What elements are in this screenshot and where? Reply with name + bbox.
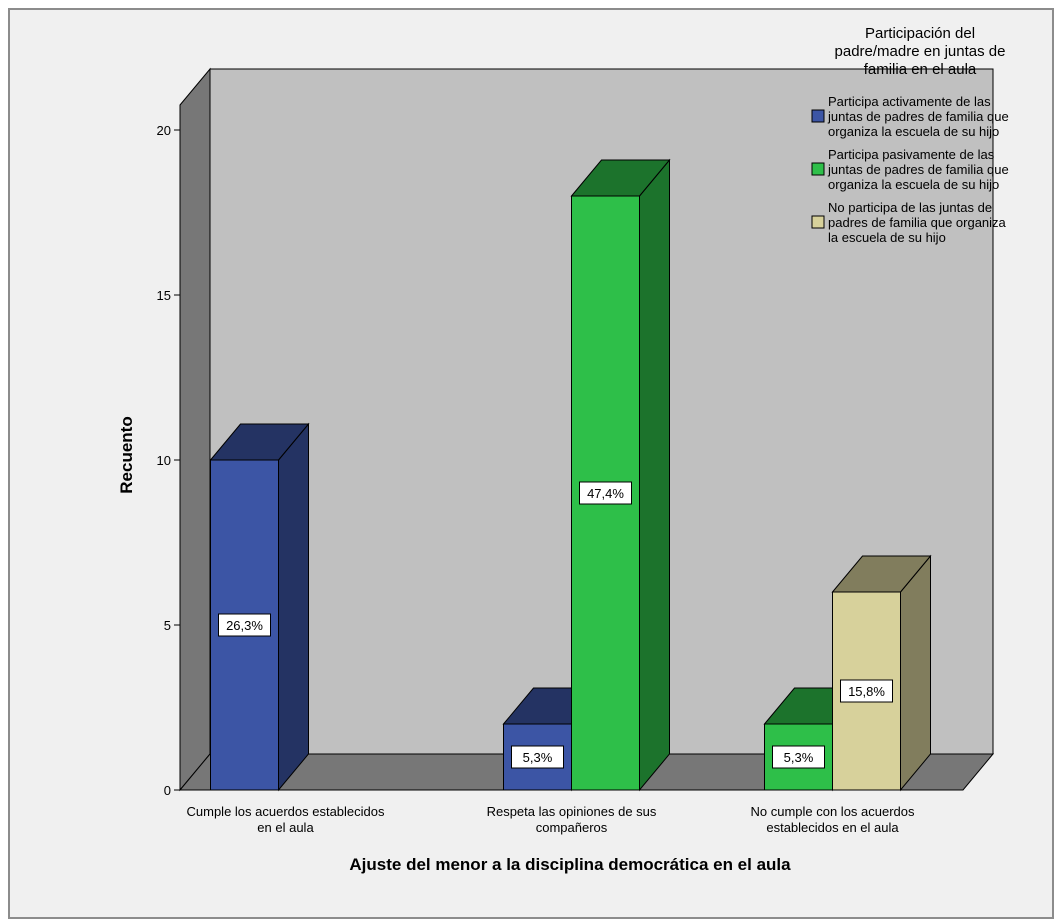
x-tick-label: No cumple con los acuerdos [750,804,915,819]
y-tick-label: 0 [164,783,171,798]
bar-group: 26,3% [209,422,310,792]
data-label-box [772,745,825,769]
bar-side [278,422,309,792]
y-tick-label: 20 [157,123,171,138]
x-tick-label: Cumple los acuerdos establecidos [187,804,385,819]
legend-entry: organiza la escuela de su hijo [828,124,999,139]
x-tick-label: compañeros [536,820,608,835]
data-label: 15,8% [848,684,885,699]
data-label-box [579,481,632,505]
x-tick-label: en el aula [257,820,314,835]
legend-swatch [811,109,825,123]
x-tick-label: Respeta las opiniones de sus [487,804,657,819]
legend-entry: juntas de padres de familia que [827,162,1009,177]
side-wall [179,67,211,792]
data-label: 5,3% [523,750,553,765]
bar-side [639,158,670,792]
legend-title: padre/madre en juntas de [835,43,1006,60]
legend-entry: organiza la escuela de su hijo [828,177,999,192]
legend-title: Participación del [865,25,975,42]
x-tick-label: establecidos en el aula [766,820,899,835]
legend-entry: padres de familia que organiza [828,215,1007,230]
y-axis-title: Recuento [117,416,136,493]
legend-entry: No participa de las juntas de [828,200,992,215]
y-tick-label: 5 [164,618,171,633]
legend-entry: Participa activamente de las [828,94,991,109]
bar-side [900,554,931,792]
legend-entry: juntas de padres de familia que [827,109,1009,124]
legend-entry: Participa pasivamente de las [828,147,995,162]
legend-swatch [811,162,825,176]
data-label: 5,3% [784,750,814,765]
legend-title: familia en el aula [864,61,977,78]
data-label: 26,3% [226,618,263,633]
legend-entry: la escuela de su hijo [828,230,946,245]
data-label-box [840,679,893,703]
data-label-box [218,613,271,637]
data-label: 47,4% [587,486,624,501]
y-tick-label: 15 [157,288,171,303]
y-tick-label: 10 [157,453,171,468]
bar-group: 15,8% [831,554,932,792]
legend-swatch [811,215,825,229]
x-axis-title: Ajuste del menor a la disciplina democrá… [349,855,791,874]
bar-group: 47,4% [570,158,671,792]
data-label-box [511,745,564,769]
